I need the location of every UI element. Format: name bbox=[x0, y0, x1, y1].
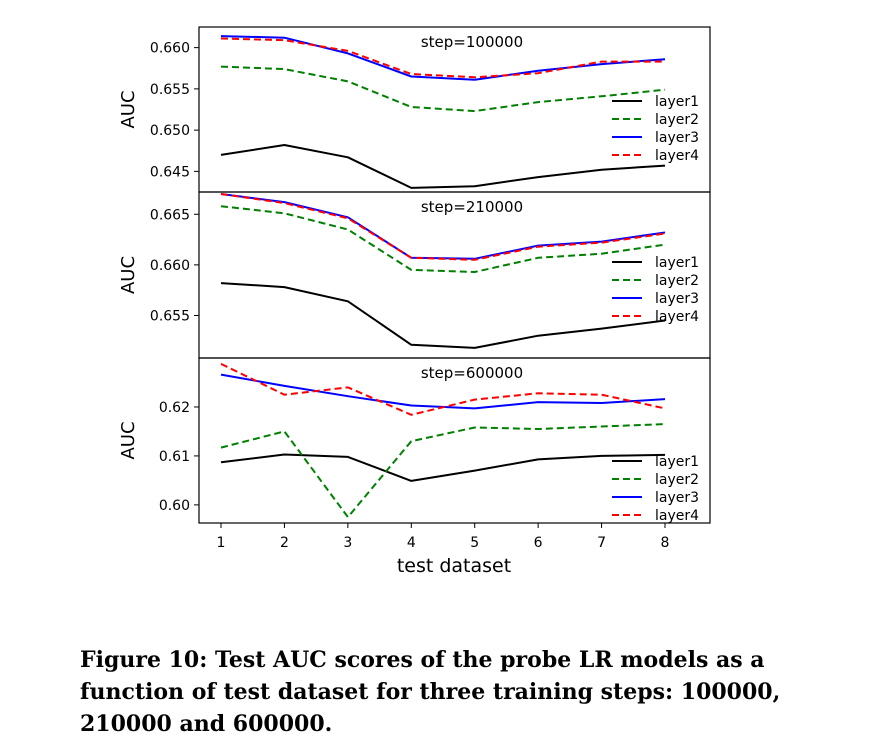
series-line-layer1 bbox=[220, 144, 666, 189]
y-tick-label: 0.60 bbox=[159, 498, 190, 514]
figure-caption: Figure 10: Test AUC scores of the probe … bbox=[80, 647, 781, 737]
y-tick-label: 0.62 bbox=[159, 400, 190, 416]
panel-1: 0.645 0.650 0.655 0.660 AUC step=100000 layer1… bbox=[118, 26, 711, 193]
series-line-layer2 bbox=[220, 65, 666, 113]
x-tick-label: 6 bbox=[534, 535, 543, 551]
x-tick-label: 8 bbox=[661, 535, 670, 551]
legend-label-layer2: layer2 bbox=[655, 112, 699, 128]
y-tick-label: 0.645 bbox=[150, 164, 190, 180]
series-line-layer1 bbox=[220, 282, 666, 349]
panel-frame bbox=[198, 191, 711, 359]
y-axis-label: AUC bbox=[118, 421, 139, 459]
y-axis-label: AUC bbox=[118, 256, 139, 294]
step-annotation: step=100000 bbox=[421, 33, 523, 51]
y-tick-label: 0.660 bbox=[150, 41, 190, 57]
step-annotation: step=600000 bbox=[421, 364, 523, 382]
legend-label-layer3: layer3 bbox=[655, 291, 699, 307]
series-line-layer1 bbox=[220, 453, 666, 482]
y-axis-label: AUC bbox=[118, 90, 139, 128]
y-tick-label: 0.650 bbox=[150, 123, 190, 139]
y-tick-label: 0.665 bbox=[150, 207, 190, 223]
legend-label-layer2: layer2 bbox=[655, 273, 699, 289]
panel-3: 0.60 0.61 0.62 AUC step=600000 layer1 layer2 la… bbox=[118, 357, 711, 577]
x-tick-label: 5 bbox=[470, 535, 479, 551]
panel-frame bbox=[198, 357, 711, 524]
legend-label-layer4: layer4 bbox=[655, 508, 699, 524]
y-tick-label: 0.655 bbox=[150, 308, 190, 324]
figure-chart: 0.645 0.650 0.655 0.660 AUC step=100000 layer1… bbox=[118, 26, 711, 577]
x-axis-label: test dataset bbox=[397, 555, 511, 577]
x-tick-label: 7 bbox=[597, 535, 606, 551]
legend-label-layer1: layer1 bbox=[655, 454, 699, 470]
step-annotation: step=210000 bbox=[421, 198, 523, 216]
panel-2: 0.655 0.660 0.665 AUC step=210000 layer1 layer… bbox=[118, 191, 711, 359]
legend-label-layer3: layer3 bbox=[655, 130, 699, 146]
x-tick-label: 3 bbox=[343, 535, 352, 551]
legend-label-layer1: layer1 bbox=[655, 94, 699, 110]
series-line-layer4 bbox=[220, 37, 665, 79]
legend-label-layer4: layer4 bbox=[655, 309, 699, 325]
y-tick-label: 0.660 bbox=[150, 258, 190, 274]
series-line-layer4 bbox=[220, 193, 666, 261]
x-tick-label: 2 bbox=[280, 535, 289, 551]
x-tick-label: 4 bbox=[407, 535, 416, 551]
series-line-layer2 bbox=[220, 205, 666, 273]
x-tick-label: 1 bbox=[217, 535, 226, 551]
series-line-layer2 bbox=[220, 423, 666, 519]
legend-label-layer2: layer2 bbox=[655, 472, 699, 488]
y-tick-label: 0.61 bbox=[159, 449, 190, 465]
legend-label-layer4: layer4 bbox=[655, 148, 699, 164]
series-line-layer3 bbox=[220, 35, 666, 81]
series-line-layer4 bbox=[220, 363, 666, 416]
legend-label-layer1: layer1 bbox=[655, 255, 699, 271]
y-tick-label: 0.655 bbox=[150, 82, 190, 98]
legend-label-layer3: layer3 bbox=[655, 490, 699, 506]
